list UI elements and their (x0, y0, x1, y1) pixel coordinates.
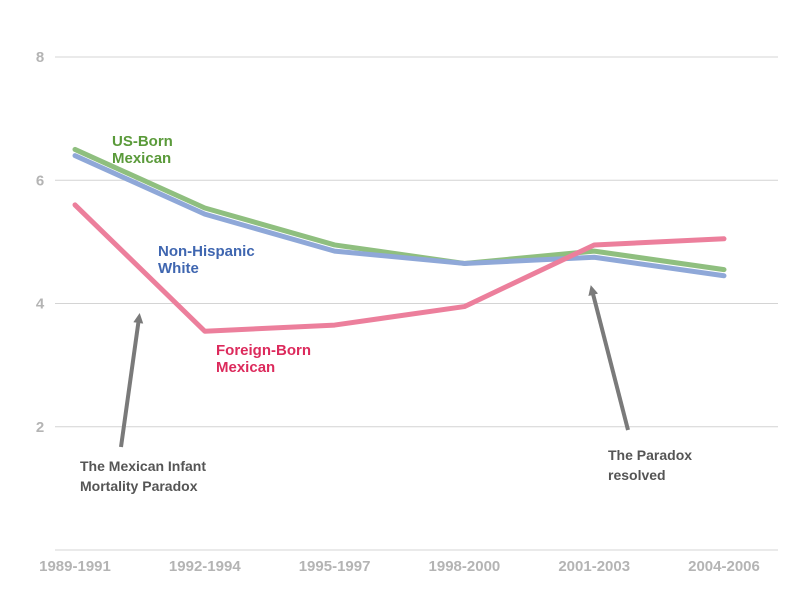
series-label-non-hispanic-white: White (158, 260, 199, 277)
series-label-non-hispanic-white: Non-Hispanic (158, 243, 255, 260)
series-label-us-born-mexican: US-Born (112, 133, 173, 150)
series-lines (72, 146, 727, 334)
grid-lines: 2 4 6 8 1989-1991 1992-1994 1995-1997 1998-2000… (36, 49, 778, 575)
y-tick-label: 8 (36, 49, 44, 66)
annotation-text: The Mexican Infant (80, 458, 206, 474)
x-tick-label: 1995-1997 (299, 558, 371, 575)
x-tick-label: 1998-2000 (429, 558, 501, 575)
series-label-foreign-born-mexican: Mexican (216, 359, 275, 376)
annotation-text: Mortality Paradox (80, 478, 198, 494)
x-tick-label: 2004-2006 (688, 558, 760, 575)
series-label-foreign-born-mexican: Foreign-Born (216, 342, 311, 359)
annotation-text: resolved (608, 467, 666, 483)
x-tick-label: 1992-1994 (169, 558, 241, 575)
y-tick-label: 2 (36, 419, 44, 436)
annotations: The Mexican Infant Mortality Paradox The P… (80, 285, 692, 494)
series-line-foreign-born-mexican (72, 202, 727, 334)
y-tick-label: 6 (36, 172, 44, 189)
series-line-non-hispanic-white (72, 153, 727, 279)
x-tick-label: 2001-2003 (558, 558, 630, 575)
annotation-arrow (588, 285, 630, 431)
series-line-us-born-mexican (72, 146, 727, 273)
annotation-text: The Paradox (608, 447, 692, 463)
annotation-arrow (119, 313, 144, 448)
series-labels: US-BornMexicanNon-HispanicWhiteForeign-B… (112, 133, 311, 376)
x-tick-label: 1989-1991 (39, 558, 111, 575)
series-label-us-born-mexican: Mexican (112, 150, 171, 167)
y-tick-label: 4 (36, 296, 45, 313)
